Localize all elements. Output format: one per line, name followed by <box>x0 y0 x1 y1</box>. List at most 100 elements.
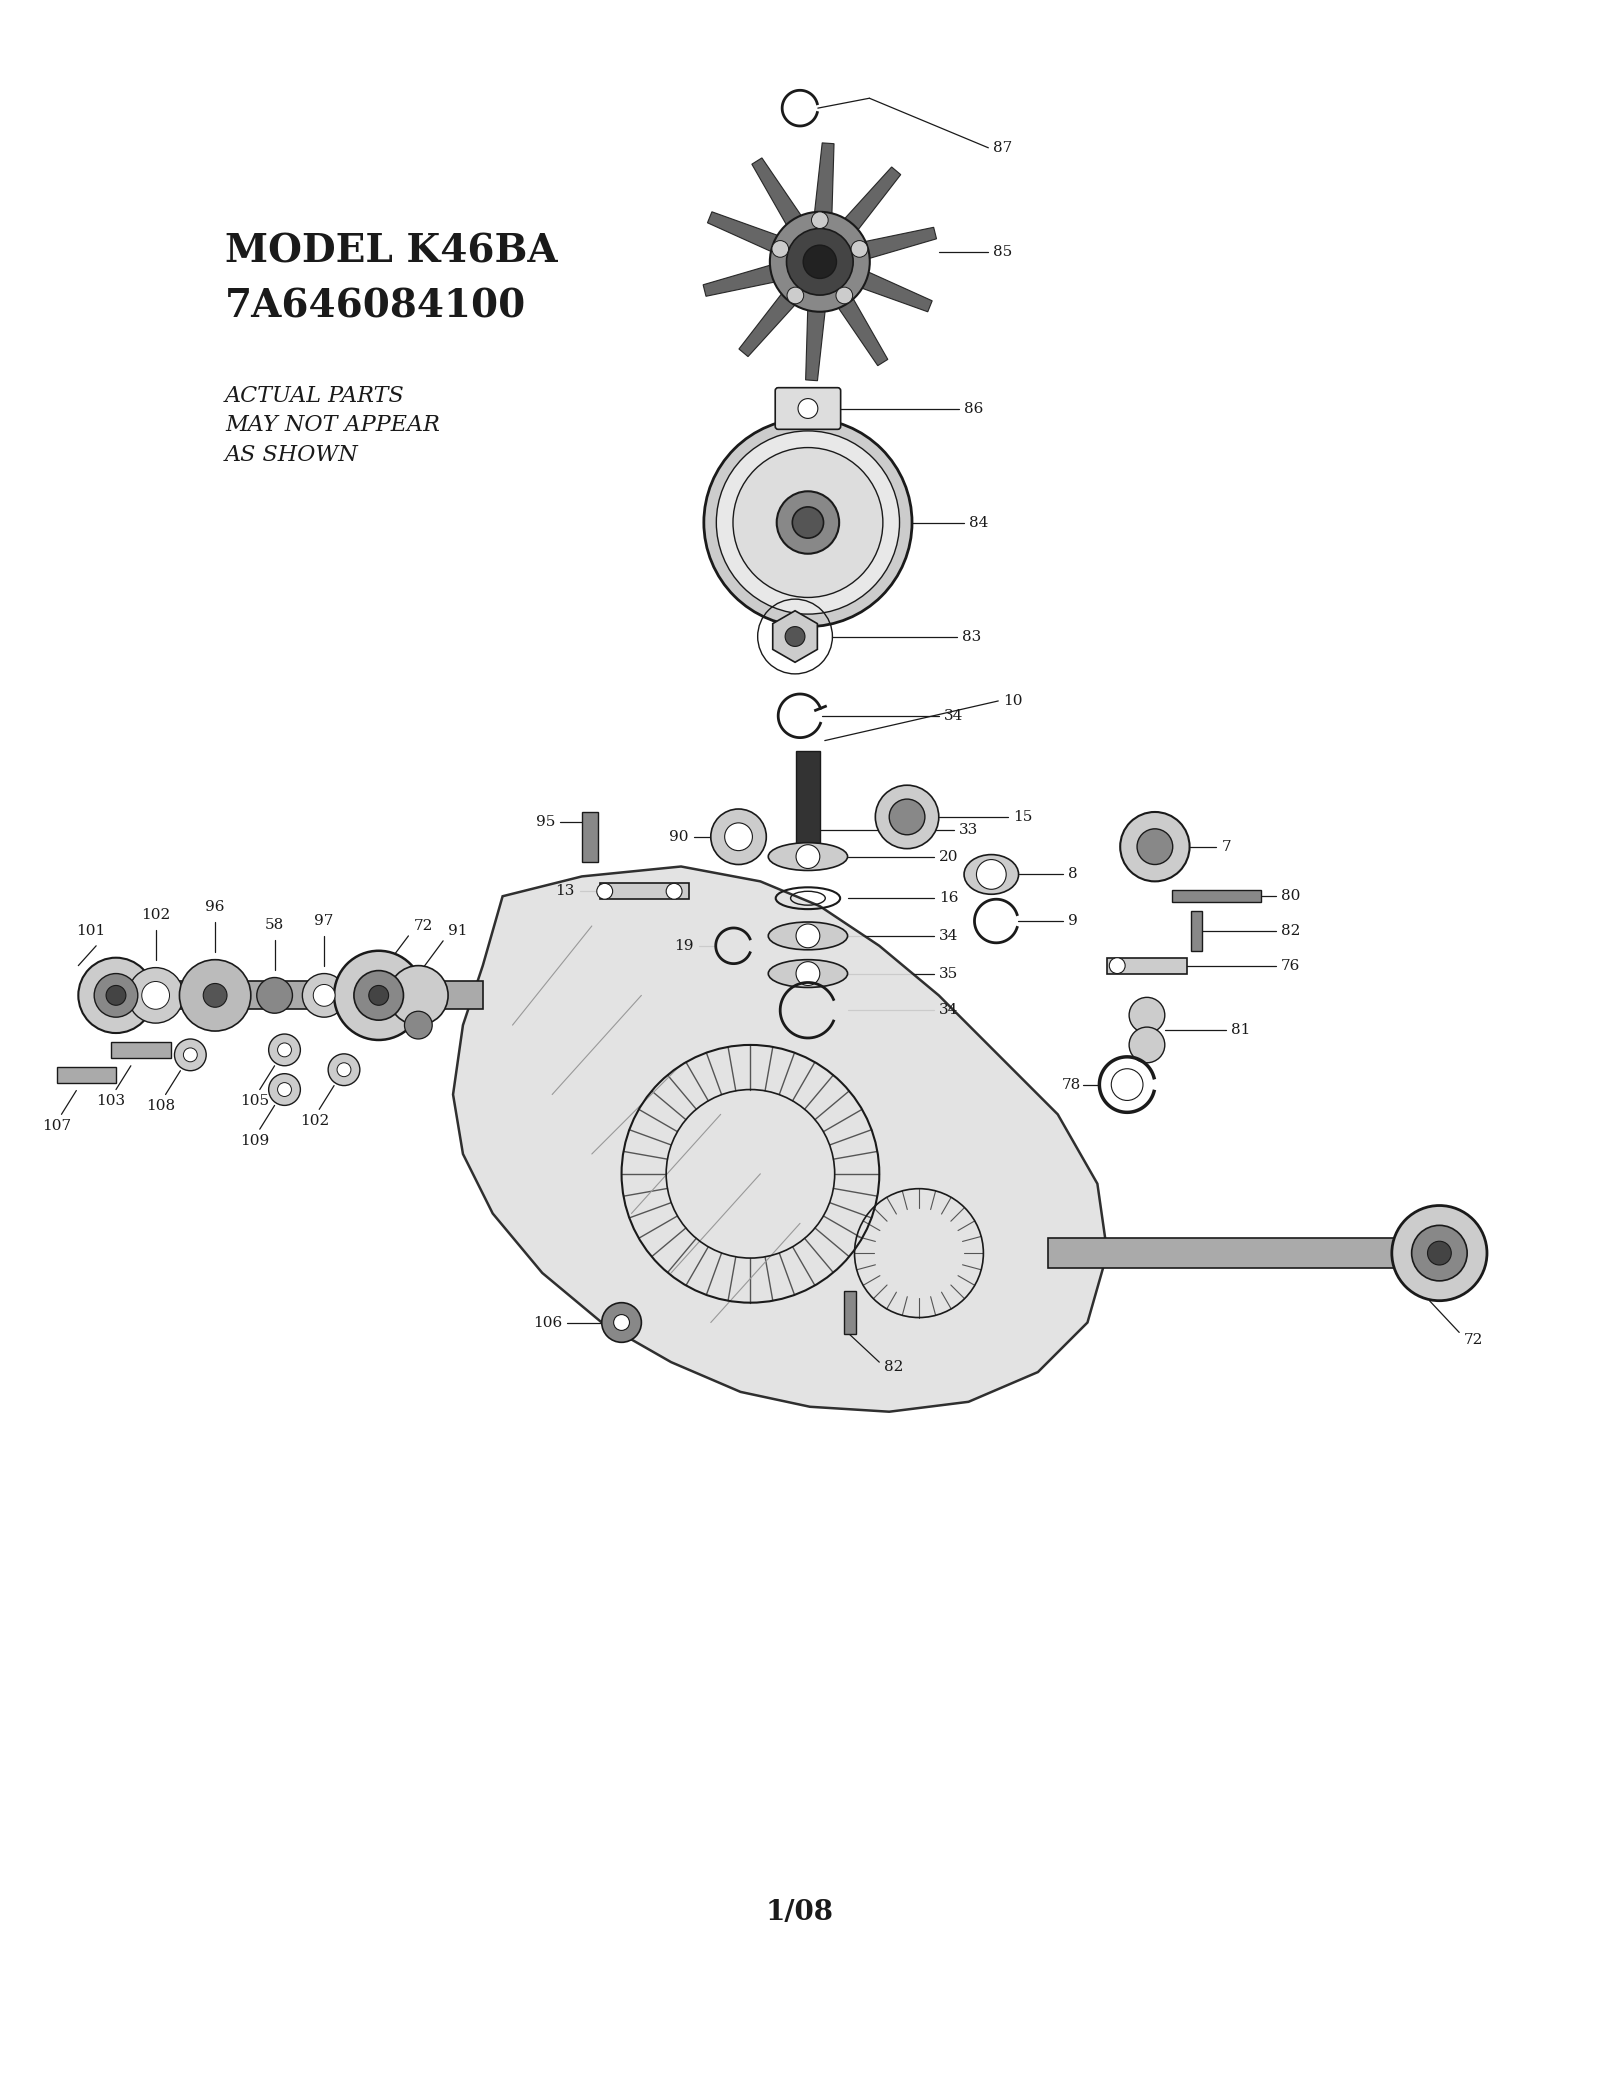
Text: 72: 72 <box>413 919 432 934</box>
Circle shape <box>890 799 925 834</box>
Text: 96: 96 <box>205 901 226 915</box>
Circle shape <box>354 971 403 1021</box>
Circle shape <box>797 845 819 869</box>
FancyBboxPatch shape <box>776 388 840 430</box>
Text: 82: 82 <box>1280 923 1301 938</box>
Circle shape <box>78 959 154 1033</box>
Circle shape <box>277 1083 291 1096</box>
Polygon shape <box>739 284 803 357</box>
Circle shape <box>314 984 334 1006</box>
Circle shape <box>269 1073 301 1106</box>
Ellipse shape <box>768 842 848 872</box>
Circle shape <box>875 784 939 849</box>
Text: 108: 108 <box>146 1100 174 1114</box>
Circle shape <box>1130 998 1165 1033</box>
Polygon shape <box>707 212 789 257</box>
Circle shape <box>597 884 613 898</box>
Text: AS SHOWN: AS SHOWN <box>226 444 358 467</box>
Text: 82: 82 <box>885 1359 904 1374</box>
Text: 86: 86 <box>963 400 982 415</box>
Circle shape <box>792 506 824 537</box>
Text: 102: 102 <box>141 909 170 921</box>
Circle shape <box>803 245 837 278</box>
Bar <box>115 981 483 1008</box>
Bar <box>1171 890 1261 903</box>
Text: 1/08: 1/08 <box>766 1899 834 1926</box>
Polygon shape <box>773 610 818 662</box>
Circle shape <box>787 228 853 295</box>
Circle shape <box>786 627 805 647</box>
Circle shape <box>704 419 912 627</box>
Polygon shape <box>832 288 888 365</box>
Text: 102: 102 <box>299 1114 330 1129</box>
Circle shape <box>106 986 126 1004</box>
Circle shape <box>614 1316 629 1330</box>
Circle shape <box>277 1044 291 1056</box>
Text: 19: 19 <box>675 938 694 952</box>
Circle shape <box>338 1062 350 1077</box>
Circle shape <box>389 965 448 1025</box>
Circle shape <box>368 986 389 1004</box>
Text: 7: 7 <box>1221 840 1230 853</box>
Circle shape <box>405 1011 432 1040</box>
Bar <box>1190 911 1203 950</box>
Text: MAY NOT APPEAR: MAY NOT APPEAR <box>226 415 440 436</box>
Text: 81: 81 <box>1232 1023 1251 1038</box>
Text: 13: 13 <box>555 884 574 898</box>
Text: 72: 72 <box>1464 1334 1483 1347</box>
Circle shape <box>184 1048 197 1062</box>
Polygon shape <box>600 884 690 898</box>
Polygon shape <box>702 261 786 297</box>
Polygon shape <box>1107 959 1187 973</box>
Circle shape <box>328 1054 360 1085</box>
Text: 7A646084100: 7A646084100 <box>226 288 526 326</box>
Circle shape <box>797 923 819 948</box>
Circle shape <box>1112 1069 1142 1100</box>
Ellipse shape <box>965 855 1019 894</box>
Text: 76: 76 <box>1280 959 1301 973</box>
Circle shape <box>256 977 293 1013</box>
Circle shape <box>776 492 838 554</box>
Circle shape <box>94 973 138 1017</box>
Text: 85: 85 <box>994 245 1013 259</box>
Circle shape <box>269 1033 301 1067</box>
Polygon shape <box>837 166 901 239</box>
Text: 16: 16 <box>939 892 958 905</box>
Circle shape <box>835 286 853 303</box>
Polygon shape <box>806 299 827 380</box>
Text: 34: 34 <box>939 1002 958 1017</box>
Text: 8: 8 <box>1067 867 1077 882</box>
Bar <box>797 751 819 857</box>
Circle shape <box>1109 959 1125 973</box>
Circle shape <box>770 212 870 311</box>
Text: 91: 91 <box>448 923 467 938</box>
Text: 80: 80 <box>1280 890 1301 903</box>
Circle shape <box>128 967 184 1023</box>
Text: MODEL K46BA: MODEL K46BA <box>226 232 558 272</box>
Text: 90: 90 <box>669 830 690 845</box>
Circle shape <box>302 973 346 1017</box>
Polygon shape <box>851 268 933 311</box>
Circle shape <box>710 809 766 865</box>
Text: 84: 84 <box>968 515 987 529</box>
Circle shape <box>725 824 752 851</box>
Text: 109: 109 <box>240 1135 269 1147</box>
Circle shape <box>798 398 818 419</box>
Circle shape <box>851 241 867 257</box>
Ellipse shape <box>768 959 848 988</box>
Bar <box>1048 1239 1445 1268</box>
Bar <box>56 1067 115 1083</box>
Text: 10: 10 <box>1003 693 1022 708</box>
Circle shape <box>811 212 829 228</box>
Circle shape <box>1411 1226 1467 1280</box>
Text: 95: 95 <box>536 815 555 828</box>
Circle shape <box>717 432 899 614</box>
Circle shape <box>797 961 819 986</box>
Circle shape <box>142 981 170 1008</box>
Text: 35: 35 <box>939 967 958 981</box>
Text: 97: 97 <box>315 913 334 928</box>
Text: 15: 15 <box>1013 809 1032 824</box>
Circle shape <box>1392 1206 1486 1301</box>
Ellipse shape <box>768 921 848 950</box>
Text: 34: 34 <box>944 710 963 722</box>
